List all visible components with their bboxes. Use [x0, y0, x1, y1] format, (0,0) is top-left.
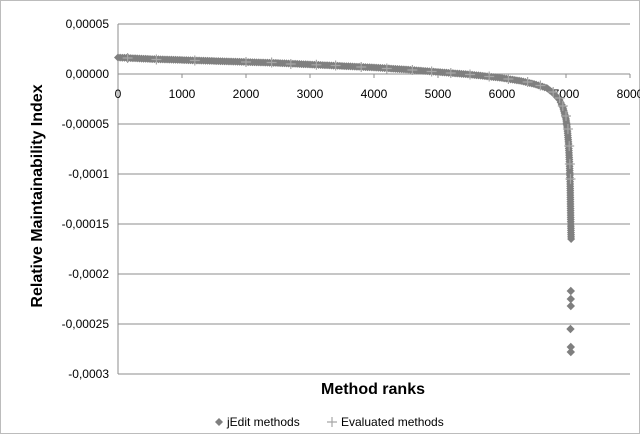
- data-point-jedit-outlier: [566, 342, 575, 352]
- data-point-evaluated: [503, 74, 514, 84]
- data-point-evaluated: [548, 87, 559, 97]
- y-tick-label: 0,00000: [66, 67, 110, 81]
- data-point-evaluated: [151, 54, 162, 65]
- legend-label-jedit: jEdit methods: [226, 415, 300, 429]
- series-evaluated-methods: [122, 53, 576, 184]
- data-point-evaluated: [407, 65, 418, 75]
- data-point-jedit: [567, 235, 576, 243]
- data-point-evaluated: [484, 71, 495, 82]
- x-tick-label: 0: [115, 87, 122, 101]
- data-point-evaluated: [356, 62, 367, 72]
- data-point-evaluated: [122, 53, 133, 63]
- x-tick-label: 5000: [425, 87, 452, 101]
- legend-label-evaluated: Evaluated methods: [341, 415, 444, 429]
- data-point-evaluated: [445, 68, 456, 78]
- data-point-evaluated: [330, 60, 341, 71]
- legend-marker-jedit: [215, 418, 223, 426]
- legend: jEdit methods Evaluated methods: [215, 415, 444, 429]
- data-point-jedit-outlier: [566, 286, 575, 296]
- y-tick-label: -0,0003: [68, 367, 109, 381]
- data-point-evaluated: [561, 111, 571, 121]
- data-point-evaluated: [465, 69, 475, 80]
- x-tick-label: 3000: [297, 87, 324, 101]
- data-point-evaluated: [522, 77, 533, 87]
- y-axis-ticks: 0,00005 0,00000 -0,00005 -0,0001 -0,00015 -0,…: [62, 17, 110, 381]
- data-point-jedit-outlier: [566, 347, 575, 357]
- y-axis-title: Relative Maintainability Index: [29, 84, 46, 307]
- x-axis-title: Method ranks: [321, 381, 425, 398]
- data-point-evaluated: [241, 57, 251, 67]
- data-point-jedit-outlier: [566, 294, 575, 304]
- y-tick-label: -0,0002: [68, 267, 109, 281]
- data-point-evaluated: [266, 57, 277, 68]
- data-point-evaluated: [311, 59, 322, 70]
- x-tick-label: 4000: [361, 87, 388, 101]
- y-tick-label: -0,0001: [68, 167, 109, 181]
- data-point-jedit-outlier: [566, 301, 575, 311]
- data-point-evaluated: [285, 59, 296, 69]
- data-point-evaluated: [189, 55, 200, 66]
- y-tick-label: -0,00005: [62, 117, 110, 131]
- data-point-evaluated: [562, 124, 573, 134]
- data-point-evaluated: [564, 159, 575, 169]
- x-tick-label: 2000: [233, 87, 260, 101]
- legend-marker-evaluated: [327, 417, 337, 427]
- data-point-evaluated: [381, 63, 392, 74]
- data-point-jedit-outlier: [566, 324, 575, 334]
- data-point-evaluated: [535, 80, 546, 91]
- data-point-evaluated: [426, 66, 437, 77]
- axes: [117, 24, 631, 374]
- data-point-evaluated: [557, 101, 568, 111]
- x-tick-label: 1000: [169, 87, 196, 101]
- data-point-evaluated: [564, 141, 575, 151]
- y-tick-label: -0,00015: [62, 217, 110, 231]
- y-tick-label: 0,00005: [66, 17, 110, 31]
- data-point-evaluated: [565, 174, 576, 184]
- y-tick-label: -0,00025: [62, 317, 110, 331]
- x-tick-label: 6000: [489, 87, 516, 101]
- data-point-evaluated: [554, 93, 565, 103]
